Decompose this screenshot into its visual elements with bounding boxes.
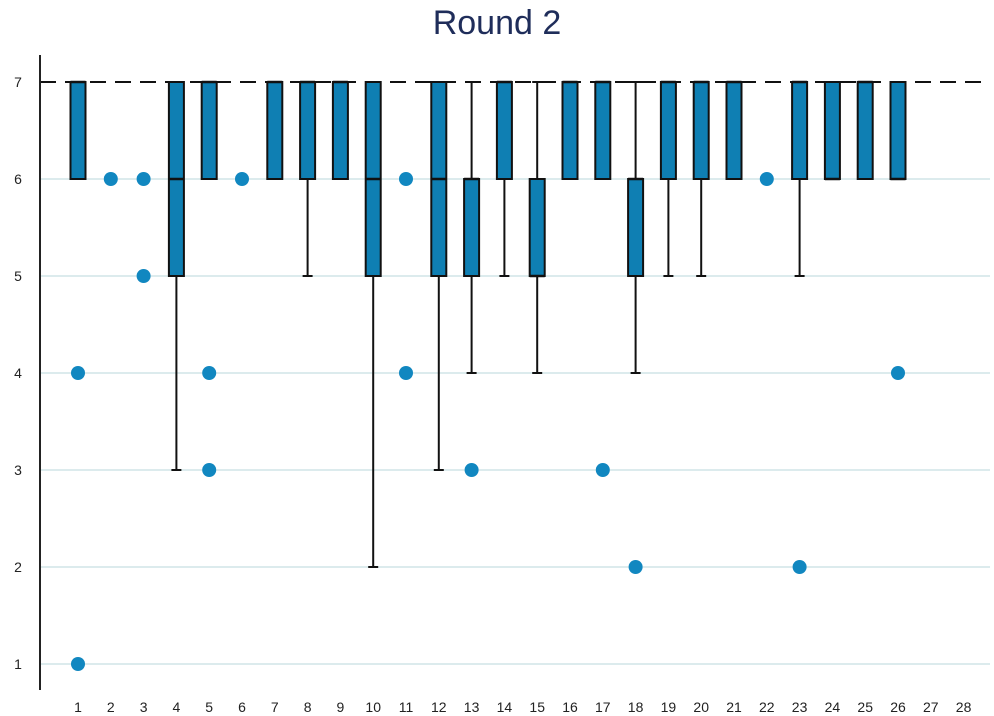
- x-tick-label: 24: [825, 699, 841, 715]
- outlier-point: [136, 269, 151, 283]
- box-iqr: [823, 81, 841, 180]
- box-iqr: [725, 81, 743, 180]
- y-tick-label: 5: [14, 268, 22, 284]
- box-iqr: [561, 81, 579, 180]
- x-tick-label: 21: [726, 699, 742, 715]
- y-tick-label: 3: [14, 462, 22, 478]
- x-tick-label: 10: [365, 699, 381, 715]
- x-tick-label: 6: [238, 699, 246, 715]
- box-group-19: [659, 80, 677, 277]
- box-group-1: [69, 80, 87, 180]
- x-tick-label: 14: [497, 699, 513, 715]
- box-group-23: [791, 80, 809, 277]
- y-tick-label: 6: [14, 171, 22, 187]
- box-group-17: [594, 80, 612, 180]
- outlier-point: [202, 463, 217, 477]
- x-tick-label: 5: [205, 699, 213, 715]
- box-group-13: [463, 81, 481, 374]
- y-tick-label: 1: [14, 656, 22, 672]
- box-group-4: [167, 81, 185, 471]
- x-tick-label: 3: [140, 699, 148, 715]
- box-group-9: [331, 80, 349, 180]
- x-tick-label: 22: [759, 699, 775, 715]
- outlier-point: [891, 366, 905, 380]
- boxes: [69, 80, 907, 568]
- box-group-15: [528, 81, 546, 374]
- box-iqr: [594, 81, 612, 180]
- outlier-point: [71, 366, 85, 380]
- x-tick-label: 23: [792, 699, 808, 715]
- chart-title: Round 2: [432, 4, 562, 42]
- x-tick-label: 28: [956, 699, 972, 715]
- x-tick-label: 11: [399, 699, 414, 715]
- box-group-10: [364, 81, 382, 568]
- box-iqr: [200, 81, 218, 180]
- box-iqr: [495, 81, 513, 180]
- box-group-5: [200, 80, 218, 180]
- box-iqr: [266, 81, 284, 180]
- x-tick-label: 27: [923, 699, 939, 715]
- outlier-point: [759, 172, 774, 186]
- outlier-point: [464, 463, 479, 477]
- x-tick-label: 12: [431, 699, 447, 715]
- outlier-point: [628, 560, 643, 574]
- outlier-point: [595, 463, 610, 477]
- box-iqr: [627, 178, 645, 277]
- box-group-25: [856, 80, 874, 180]
- box-iqr: [692, 81, 710, 180]
- outlier-point: [71, 657, 85, 671]
- x-tick-label: 20: [693, 699, 709, 715]
- box-group-12: [430, 81, 448, 471]
- x-tick-label: 25: [857, 699, 873, 715]
- box-iqr: [331, 81, 349, 180]
- outlier-point: [399, 172, 413, 186]
- box-group-21: [725, 80, 743, 180]
- x-tick-label: 16: [562, 699, 578, 715]
- x-tick-label: 8: [304, 699, 312, 715]
- outliers: [71, 172, 905, 671]
- x-tick-label: 2: [107, 699, 115, 715]
- y-tick-labels: 1 2 3 4 5 6 7: [14, 74, 22, 672]
- x-tick-label: 15: [529, 699, 545, 715]
- y-tick-label: 2: [14, 559, 22, 575]
- x-tick-label: 19: [661, 699, 677, 715]
- outlier-point: [235, 172, 249, 186]
- y-tick-label: 7: [14, 74, 22, 90]
- box-iqr: [463, 178, 481, 277]
- box-iqr: [791, 81, 809, 180]
- outlier-point: [399, 366, 413, 380]
- box-iqr: [659, 81, 677, 180]
- box-group-18: [627, 81, 645, 374]
- outlier-point: [202, 366, 217, 380]
- box-group-7: [266, 80, 284, 180]
- outlier-point: [792, 560, 807, 574]
- x-tick-label: 4: [173, 699, 181, 715]
- box-group-8: [299, 80, 317, 277]
- outlier-point: [136, 172, 151, 186]
- box-iqr: [69, 81, 87, 180]
- box-group-16: [561, 80, 579, 180]
- box-iqr: [528, 178, 546, 277]
- box-iqr: [889, 81, 907, 180]
- y-tick-label: 4: [14, 365, 22, 381]
- box-iqr: [856, 81, 874, 180]
- outlier-point: [103, 172, 118, 186]
- x-tick-label: 18: [628, 699, 644, 715]
- box-group-24: [823, 81, 841, 181]
- x-tick-label: 7: [271, 699, 279, 715]
- box-iqr: [299, 81, 317, 180]
- x-tick-label: 13: [464, 699, 480, 715]
- x-tick-labels: 1 2 3 4 5 6 7 8 9 10 11 12 13 14 15 16 17 18 19 20 21 22 23 24 2…: [74, 699, 971, 715]
- box-group-20: [692, 80, 710, 277]
- x-tick-label: 1: [74, 699, 82, 715]
- box-group-14: [495, 80, 513, 277]
- x-tick-label: 17: [595, 699, 611, 715]
- box-group-26: [889, 81, 907, 181]
- x-tick-label: 26: [890, 699, 906, 715]
- x-tick-label: 9: [337, 699, 345, 715]
